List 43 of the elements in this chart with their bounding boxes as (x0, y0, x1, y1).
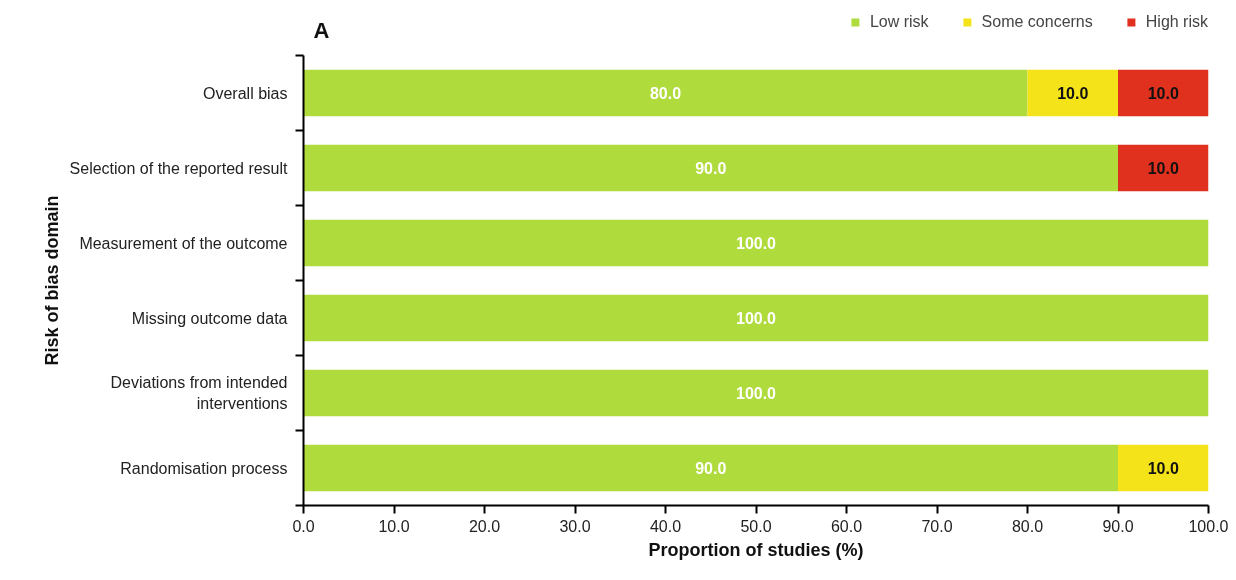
x-tick-label: 80.0 (1011, 517, 1044, 535)
x-tick-label: 40.0 (649, 517, 682, 535)
data-label: 80.0 (649, 85, 682, 102)
x-tick-label: 0.0 (292, 517, 315, 535)
y-tick-label: Missing outcome data (131, 309, 288, 327)
text: A (313, 17, 330, 43)
data-label: 10.0 (1147, 160, 1179, 177)
bar (1118, 69, 1209, 117)
bar (303, 219, 1209, 267)
x-tick-label: 50.0 (740, 517, 772, 535)
x-tick-label: 100.0 (1188, 517, 1229, 535)
data-label: 100.0 (735, 235, 777, 252)
bar (303, 144, 1118, 192)
y-tick-label: Overall bias (203, 84, 288, 102)
x-tick-label: 10.0 (378, 517, 410, 535)
data-label: 100.0 (735, 385, 777, 402)
data-label: 10.0 (1147, 85, 1179, 102)
bar (303, 444, 1118, 492)
bar (303, 69, 1028, 117)
bar (1118, 144, 1209, 192)
legend-label: Some concerns (981, 13, 1093, 31)
data-label: 90.0 (695, 460, 727, 477)
legend-label: High risk (1145, 13, 1208, 31)
bar (1027, 69, 1118, 117)
y-tick-label: Measurement of the outcome (79, 234, 288, 252)
x-tick-label: 20.0 (468, 517, 501, 535)
x-tick-label: 30.0 (559, 517, 591, 535)
x-axis-title: Proportion of studies (%) (648, 539, 864, 560)
y-tick-label: Selection of the reported result (69, 159, 289, 177)
x-tick-label: 90.0 (1102, 517, 1134, 535)
data-label: 90.0 (695, 160, 727, 177)
y-tick-label: Deviations from intended interventions (110, 374, 288, 412)
data-label: 10.0 (1057, 85, 1089, 102)
y-axis-title: Risk of bias domain (41, 195, 62, 366)
legend-label: Low risk (869, 13, 929, 31)
x-tick-label: 70.0 (921, 517, 953, 535)
bar (1118, 444, 1209, 492)
data-label: 10.0 (1147, 460, 1179, 477)
bar (303, 294, 1209, 342)
bar (303, 369, 1209, 417)
x-tick-label: 60.0 (830, 517, 863, 535)
data-label: 100.0 (735, 310, 777, 327)
y-tick-label: Randomisation process (120, 459, 288, 477)
